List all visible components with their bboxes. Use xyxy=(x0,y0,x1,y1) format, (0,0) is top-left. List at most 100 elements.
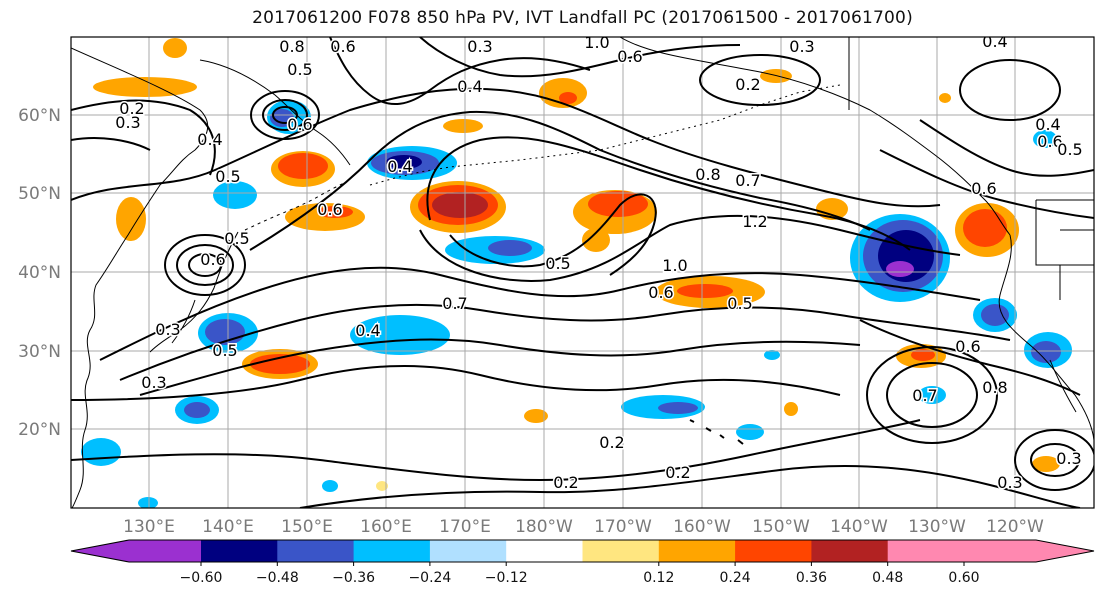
contour-line xyxy=(71,419,921,482)
contour-value-label: 0.2 xyxy=(599,433,624,452)
colorbar-segment xyxy=(429,540,507,562)
contour-line xyxy=(1030,443,1080,477)
contour-value-label: 0.8 xyxy=(279,37,304,56)
contour-line xyxy=(71,87,941,208)
pv-positive-patch xyxy=(250,354,310,374)
contour-value-label: 0.5 xyxy=(1057,140,1082,159)
colorbar-segment xyxy=(735,540,812,562)
contour-value-label: 1.2 xyxy=(742,212,767,231)
map-title: 2017061200 F078 850 hPa PV, IVT Landfall… xyxy=(252,8,913,28)
colorbar-segment xyxy=(582,540,660,562)
pv-positive-patch xyxy=(278,153,328,179)
colorbar-tick-label: 0.60 xyxy=(948,570,979,586)
north-america-coastline xyxy=(998,234,1094,441)
contour-line xyxy=(71,364,841,401)
pv-negative-patch xyxy=(1031,341,1061,363)
pv-positive-patch xyxy=(376,481,388,491)
lon-tick-label: 130°W xyxy=(908,517,966,537)
lon-tick-label: 150°W xyxy=(752,517,810,537)
colorbar-segment xyxy=(811,540,889,562)
kuril-islands xyxy=(244,169,361,231)
hawaii-islands xyxy=(689,419,744,445)
contour-line xyxy=(176,244,234,286)
japan-coastline xyxy=(149,231,239,353)
lon-tick-label: 160°W xyxy=(673,517,731,537)
contour-value-label: 0.7 xyxy=(735,171,760,190)
pv-positive-patch xyxy=(443,119,483,133)
contour-value-label: 0.6 xyxy=(1037,132,1062,151)
contour-value-label: 0.5 xyxy=(224,229,249,248)
lon-tick-label: 170°W xyxy=(594,517,652,537)
pv-negative-patch xyxy=(184,402,210,418)
lon-tick-label: 130°E xyxy=(123,517,175,537)
contour-value-label: 0.3 xyxy=(1056,449,1081,468)
contour-line xyxy=(329,37,591,106)
lat-tick-label: 20°N xyxy=(18,420,61,440)
pv-positive-patch xyxy=(784,402,798,416)
contour-value-label: 0.5 xyxy=(215,167,240,186)
contour-value-label: 0.2 xyxy=(665,463,690,482)
pv-positive-patch xyxy=(116,197,146,241)
contour-value-label: 0.6 xyxy=(317,200,342,219)
contour-value-label: 0.4 xyxy=(457,77,482,96)
contour-value-label: 0.4 xyxy=(355,321,380,340)
alaska-coastline xyxy=(619,37,1011,236)
contour-value-label: 0.6 xyxy=(648,283,673,302)
contour-value-label: 0.6 xyxy=(617,47,642,66)
colorbar-extend-high xyxy=(964,540,1094,562)
contour-value-label: 0.6 xyxy=(955,337,980,356)
pv-positive-patch xyxy=(816,198,848,220)
contour-line xyxy=(272,106,298,124)
contour-value-label: 0.2 xyxy=(735,75,760,94)
lat-tick-label: 40°N xyxy=(18,263,61,283)
kamchatka-coastline xyxy=(199,59,351,166)
contour-line xyxy=(71,99,216,176)
pv-positive-patch xyxy=(93,77,197,97)
colorbar-segment xyxy=(353,540,431,562)
lat-tick-label: 60°N xyxy=(18,106,61,126)
contour-value-label: 0.3 xyxy=(115,113,140,132)
contour-line xyxy=(426,136,911,251)
lon-tick-label: 140°E xyxy=(202,517,254,537)
colorbar-segment xyxy=(887,540,965,562)
contour-value-label: 0.5 xyxy=(727,294,752,313)
contour-line xyxy=(299,464,1081,508)
contour-line xyxy=(139,338,861,396)
contour-value-label: 0.7 xyxy=(912,386,937,405)
contour-value-label: 0.6 xyxy=(200,250,225,269)
pv-negative-patch xyxy=(322,480,338,492)
contour-value-label: 0.4 xyxy=(197,130,222,149)
colorbar-tick-label: −0.60 xyxy=(180,570,223,586)
contour-value-label: 0.8 xyxy=(982,378,1007,397)
lon-tick-label: 170°E xyxy=(439,517,491,537)
contour-value-label: 0.5 xyxy=(212,341,237,360)
contour-line xyxy=(99,266,981,361)
contour-value-label: 1.0 xyxy=(584,33,609,52)
contour-line xyxy=(699,54,821,106)
lon-tick-label: 160°E xyxy=(360,517,412,537)
pv-positive-patch xyxy=(432,192,488,218)
contour-value-label: 0.3 xyxy=(467,37,492,56)
contour-line xyxy=(249,110,871,251)
contour-line xyxy=(859,319,1081,396)
colorbar-ticks: −0.60 −0.48 −0.36 −0.24 −0.12 0.12 0.24 0.36 0.4… xyxy=(180,562,980,586)
pv-positive-patch xyxy=(317,206,353,218)
contour-value-label: 1.0 xyxy=(662,256,687,275)
pv-positive-patch xyxy=(1032,456,1060,472)
contour-line xyxy=(419,37,741,78)
contour-line xyxy=(959,59,1061,121)
lon-tick-label: 140°W xyxy=(830,517,888,537)
pv-negative-patch xyxy=(488,240,532,256)
contour-line xyxy=(419,214,961,282)
colorbar-tick-label: −0.36 xyxy=(332,570,375,586)
pv-positive-patch xyxy=(911,349,935,361)
pv-positive-patch xyxy=(677,284,733,298)
contour-value-label: 0.6 xyxy=(287,115,312,134)
lon-tick-label: 180°W xyxy=(515,517,573,537)
contour-value-label: 0.3 xyxy=(997,473,1022,492)
pv-negative-patch xyxy=(658,402,698,414)
colorbar-tick-label: −0.48 xyxy=(256,570,299,586)
lat-tick-label: 30°N xyxy=(18,342,61,362)
contour-value-label: 0.5 xyxy=(545,254,570,273)
